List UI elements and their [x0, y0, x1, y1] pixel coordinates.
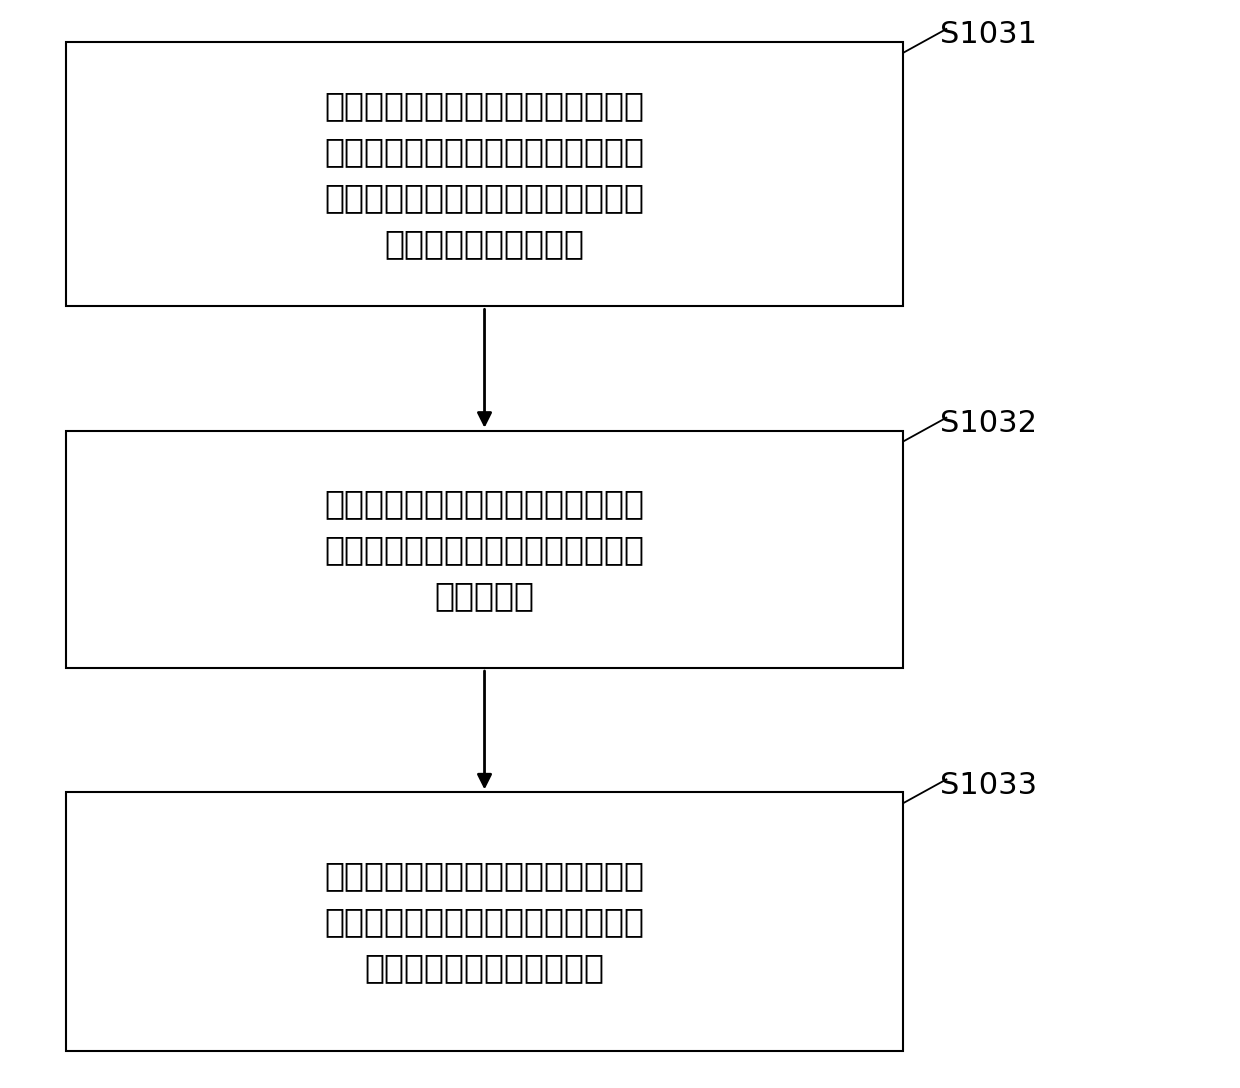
Bar — [66, 792, 903, 1051]
Text: 根据所述第一容量和所述第一总充电
容量，确定所述待检测电池在所述恒
压充电阶段的第一容量占所述第一总
充电容量的第一百分比: 根据所述第一容量和所述第一总充电 容量，确定所述待检测电池在所述恒 压充电阶段的… — [325, 89, 645, 260]
Text: S1033: S1033 — [940, 770, 1038, 800]
Text: 将所述循环圈数范围与预先存储的目
标跳水点进行比对，得到所述待检测
电池距离跳水点的循环圈数: 将所述循环圈数范围与预先存储的目 标跳水点进行比对，得到所述待检测 电池距离跳水… — [325, 860, 645, 985]
Text: 根据所述第一百分比和所述第一放电
直流内阻，确定所述待检测电池的循
环圈数范围: 根据所述第一百分比和所述第一放电 直流内阻，确定所述待检测电池的循 环圈数范围 — [325, 487, 645, 611]
Bar — [66, 42, 903, 307]
Text: S1031: S1031 — [940, 21, 1037, 49]
Text: S1032: S1032 — [940, 409, 1037, 438]
Bar — [66, 431, 903, 668]
